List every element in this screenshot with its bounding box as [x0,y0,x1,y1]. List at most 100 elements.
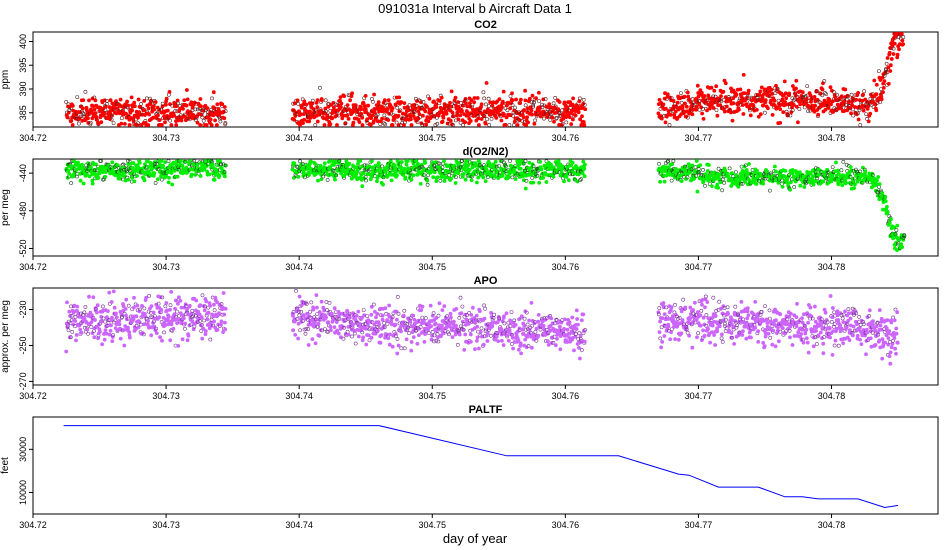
data-point [388,332,392,337]
data-point [146,318,151,323]
data-point [153,100,158,104]
data-point [110,160,115,165]
data-point [122,343,127,348]
data-point [136,121,141,126]
data-point [484,81,489,85]
data-point [707,163,711,167]
data-point [505,333,510,338]
data-point [769,87,774,92]
data-point [291,313,295,318]
data-point [361,335,366,340]
data-point [386,336,391,341]
data-point [415,120,420,125]
data-point [451,123,455,127]
data-point [303,331,308,336]
data-point [223,327,228,332]
data-point [146,123,151,127]
data-point [336,331,341,336]
x-tick-label: 304.77 [685,133,713,143]
data-point [879,97,884,102]
data-point [91,295,96,300]
data-point [794,78,799,83]
data-point [669,178,674,183]
data-point [328,328,333,333]
data-point [110,339,115,344]
data-point [380,313,385,318]
data-point [763,110,767,115]
data-point [119,121,124,126]
data-point [836,171,841,176]
data-point [165,108,170,113]
data-point [395,351,400,356]
data-point [394,120,399,125]
data-point [380,116,385,121]
data-point [823,91,827,95]
data-point [302,99,307,104]
data-point [581,97,586,102]
data-point [569,122,574,127]
data-point [503,122,508,127]
data-point [494,116,499,120]
data-point [530,93,535,98]
data-point [851,113,856,118]
data-point [172,312,177,317]
data-point [310,337,315,342]
data-point [151,310,156,315]
data-point [463,120,468,125]
x-tick-label: 304.75 [418,262,446,272]
data-point [190,319,195,324]
data-point [812,95,817,99]
data-point [76,160,81,165]
data-point [317,333,322,338]
data-point [665,92,670,97]
data-point [434,179,439,184]
data-point [203,329,208,333]
data-point [126,325,130,330]
data-point [195,162,200,167]
data-point [118,336,123,341]
data-point [720,188,725,193]
data-point [501,89,506,94]
data-point [853,182,857,187]
data-point [751,104,756,108]
data-point [378,168,383,173]
data-point [506,338,511,343]
data-point [722,180,727,185]
data-point [835,92,839,97]
data-point [330,313,334,318]
data-point [454,306,459,311]
data-point [388,159,393,164]
data-point [317,85,322,90]
data-point [755,108,759,112]
data-point [534,96,539,101]
data-point [144,96,149,101]
data-point [812,109,817,114]
data-point [214,123,219,127]
data-point [541,175,546,180]
data-point [351,120,356,125]
data-point [580,114,584,119]
data-point [203,332,208,337]
data-point [849,92,854,97]
data-point [420,304,425,309]
data-point [685,109,690,114]
data-point [180,163,185,168]
data-point [409,340,414,344]
data-point [523,159,528,163]
data-point [543,97,548,101]
data-point [466,321,471,326]
data-point [532,121,537,126]
data-point [314,293,319,298]
data-point [346,117,351,121]
data-point [780,97,785,102]
data-point [828,85,833,90]
data-point [791,98,796,103]
data-point [181,316,186,321]
data-point [172,113,177,118]
data-point [719,94,723,99]
data-point [87,174,92,179]
data-point [174,123,179,127]
data-point [369,159,374,164]
data-point [407,331,412,336]
